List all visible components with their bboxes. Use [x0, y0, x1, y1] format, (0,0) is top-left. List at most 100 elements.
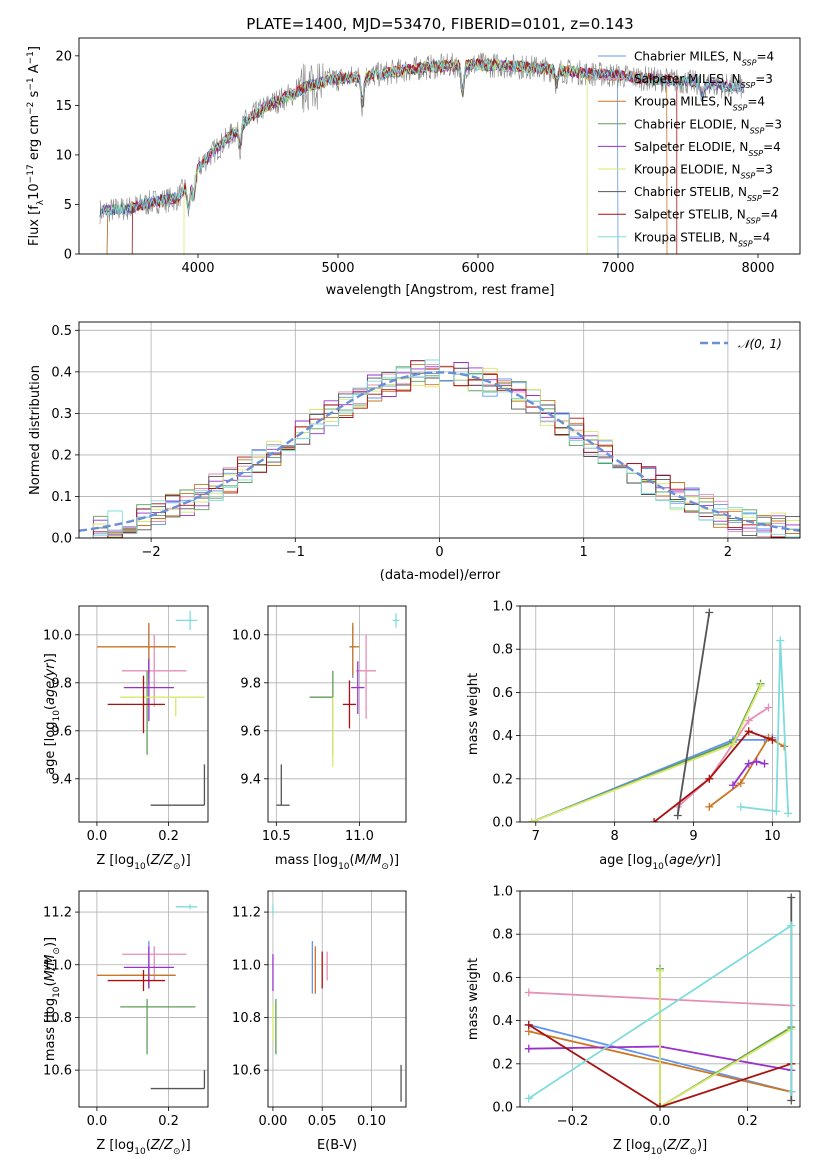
line-salpeter-elodie	[732, 760, 765, 786]
axes-frame	[267, 605, 407, 823]
chart-age-mass: 10.5 11.0 9.4 9.6 9.8 10.0 mass [log10(M/M⊙)]	[232, 605, 407, 872]
y-tick-label: 20	[55, 49, 72, 64]
x-tick-label: 7	[532, 829, 540, 844]
marker-salpeter-stelib	[656, 1103, 664, 1107]
charts-layer: 4000 5000 6000 7000 800005101520PLATE=1400, …	[26, 15, 801, 1157]
marker-kroupa-elodie	[756, 681, 765, 690]
marker-kroupa-stelib	[772, 807, 781, 816]
y-tick-label: 10.6	[232, 1064, 261, 1079]
spectrum-model-kroupa-stelib	[99, 58, 745, 218]
axes-frame	[519, 890, 801, 1108]
y-tick-label: 9.6	[240, 724, 261, 739]
y-tick-label: 0.2	[492, 1057, 513, 1072]
x-tick-label: 7000	[601, 261, 634, 276]
y-axis-label: age [log10(age/yr)]	[43, 653, 62, 775]
x-tick-label: 9	[689, 829, 697, 844]
x-tick-label: 0.2	[158, 829, 179, 844]
marker-kroupa-miles	[736, 779, 745, 788]
x-axis-label: wavelength [Angstrom, rest frame]	[326, 283, 555, 298]
x-axis-label: age [log10(age/yr)]	[599, 853, 721, 872]
y-tick-label: 10.8	[43, 1011, 72, 1026]
marker-salpeter-stelib	[744, 727, 753, 736]
marker-salpeter-elodie	[744, 759, 753, 768]
plot-area-mass-z	[79, 891, 208, 1107]
y-tick-label: 0.1	[51, 490, 72, 505]
marker-chabrier-stelib	[787, 893, 796, 902]
y-tick-label: 10.0	[232, 628, 261, 643]
line-kroupa-miles	[708, 736, 785, 808]
x-tick-label: 8	[611, 829, 619, 844]
legend-entry: Salpeter ELODIE, NSSP=4	[634, 140, 781, 158]
y-tick-label: 1.0	[492, 600, 513, 615]
legend-entry: Salpeter MILES, NSSP=3	[634, 72, 773, 90]
marker-kroupa-elodie	[656, 966, 664, 975]
marker-salpeter-stelib	[650, 818, 659, 822]
plot-area-weight-age	[520, 606, 800, 822]
y-axis-label: Flux [fλ10−17 erg cm−2 s−1 A−1]	[26, 46, 46, 246]
x-tick-label: 0.0	[87, 1114, 108, 1129]
y-tick-label: 11.0	[43, 958, 72, 973]
y-tick-label: 0.8	[492, 643, 513, 658]
y-tick-label: 11.2	[232, 906, 261, 921]
plot-area-age-z	[79, 606, 208, 822]
axes-frame	[78, 605, 209, 823]
marker-kroupa-elodie	[728, 740, 737, 749]
x-tick-label: 0.2	[158, 1114, 179, 1129]
y-tick-label: 0.4	[51, 365, 72, 380]
axes-frame	[78, 890, 209, 1108]
y-tick-label: 0.0	[492, 1101, 513, 1116]
x-tick-label: 8000	[741, 261, 774, 276]
normal-curve	[79, 371, 800, 532]
x-tick-label: 0.0	[87, 829, 108, 844]
x-axis-label: mass [log10(M/M⊙)]	[275, 853, 399, 872]
marker-salpeter-stelib	[705, 774, 714, 783]
chart-weight-age: 7 8 9 10 0.0 0.2 0.4 0.6 0.8 1.0 mass weight age [l…	[466, 600, 801, 872]
marker-kroupa-miles	[705, 802, 714, 811]
x-tick-label: 1	[580, 545, 588, 560]
x-axis-label: Z [log10(Z/Z⊙)]	[96, 853, 190, 872]
marker-salpeter-stelib	[768, 735, 777, 744]
x-axis-label: (data-model)/error	[380, 568, 501, 583]
chart-mass-z: 0.0 0.2 10.6 10.8 11.0 11.2 Z [log10(Z/Z⊙)] mas…	[43, 890, 209, 1157]
marker-chabrier-stelib	[705, 608, 714, 617]
y-axis-label: mass [log10(M/M⊙)]	[43, 937, 62, 1061]
legend-entry: Chabrier STELIB, NSSP=2	[634, 185, 779, 203]
x-tick-label: −0.2	[557, 1114, 589, 1129]
y-tick-label: 0.2	[492, 772, 513, 787]
y-tick-label: 0.2	[51, 448, 72, 463]
x-axis-label: E(B-V)	[317, 1138, 357, 1153]
y-tick-label: 1.0	[492, 885, 513, 900]
marker-kroupa-elodie	[527, 818, 536, 822]
marker-salpeter-elodie	[728, 781, 737, 790]
marker-chabrier-stelib	[787, 1096, 796, 1105]
chart-residuals: −2 −1 0 1 2 0.0 0.1 0.2 0.3 0.4 0.5 (data-model)/er…	[28, 321, 801, 583]
legend-entry: 𝒩(0, 1)	[738, 337, 782, 351]
chart-age-z: 0.0 0.2 9.4 9.6 9.8 10.0 Z [log10(Z/Z⊙)] age [l…	[43, 605, 209, 872]
y-tick-label: 10	[55, 148, 72, 163]
x-tick-label: 5000	[321, 261, 354, 276]
marker-kroupa-stelib	[776, 636, 785, 645]
x-tick-label: −2	[142, 545, 161, 560]
y-tick-label: 10.0	[43, 628, 72, 643]
y-tick-label: 0.6	[492, 686, 513, 701]
histogram-kroupa-stelib	[79, 359, 800, 538]
legend-entry: Kroupa ELODIE, NSSP=3	[634, 163, 773, 181]
y-tick-label: 11.0	[232, 958, 261, 973]
x-tick-label: 4000	[181, 261, 214, 276]
y-tick-label: 9.8	[51, 676, 72, 691]
x-tick-label: 0.0	[650, 1114, 671, 1129]
legend: 𝒩(0, 1)	[700, 337, 782, 351]
y-tick-label: 0.3	[51, 407, 72, 422]
y-tick-label: 0.0	[492, 816, 513, 831]
y-tick-label: 0.4	[492, 1014, 513, 1029]
marker-kroupa-stelib	[787, 921, 796, 930]
marker-salpeter-miles	[744, 716, 753, 725]
marker-salpeter-miles	[764, 703, 773, 712]
marker-salpeter-stelib	[524, 1020, 533, 1029]
marker-kroupa-stelib	[787, 1087, 796, 1096]
x-tick-label: 10	[764, 829, 781, 844]
line-chabrier-stelib	[676, 612, 711, 816]
x-tick-label: 0.2	[737, 1114, 758, 1129]
y-tick-label: 10.8	[232, 1011, 261, 1026]
